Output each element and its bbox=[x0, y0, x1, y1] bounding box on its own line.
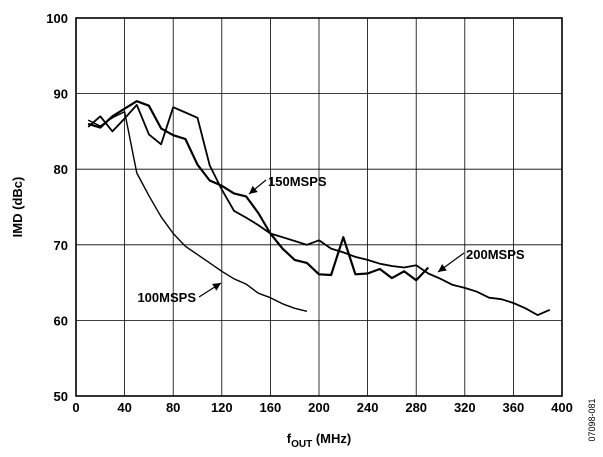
y-tick-label: 50 bbox=[54, 389, 68, 404]
x-tick-label: 280 bbox=[405, 400, 427, 415]
x-axis-title: fOUT (MHz) bbox=[287, 431, 351, 450]
series-layer bbox=[87, 100, 551, 317]
y-tick-label: 90 bbox=[54, 87, 68, 102]
y-axis-title: IMD (dBc) bbox=[10, 177, 25, 238]
x-tick-label: 360 bbox=[503, 400, 525, 415]
annotation-label: 200MSPS bbox=[466, 247, 525, 262]
x-tick-label: 120 bbox=[211, 400, 233, 415]
x-tick-label: 400 bbox=[551, 400, 573, 415]
plot-frame bbox=[75, 17, 563, 397]
x-tick-label: 40 bbox=[117, 400, 131, 415]
y-tick-label: 60 bbox=[54, 313, 68, 328]
y-tick-label: 100 bbox=[46, 11, 68, 26]
x-tick-label: 200 bbox=[308, 400, 330, 415]
x-axis-title-main: f bbox=[287, 431, 292, 446]
x-tick-label: 320 bbox=[454, 400, 476, 415]
y-tick-label: 70 bbox=[54, 238, 68, 253]
x-axis-title-subscript: OUT bbox=[291, 439, 312, 450]
x-tick-label: 160 bbox=[260, 400, 282, 415]
series-line-200msps bbox=[87, 104, 551, 317]
series-line-100msps bbox=[87, 110, 308, 312]
x-tick-label: 80 bbox=[166, 400, 180, 415]
series-annotations: 150MSPS 200MSPS 100MSPS bbox=[137, 174, 524, 305]
figure-id: 07098-081 bbox=[587, 398, 597, 441]
annotation-arrowhead bbox=[438, 264, 447, 272]
annotation-label: 100MSPS bbox=[137, 290, 196, 305]
annotation-arrowhead bbox=[249, 185, 258, 194]
y-tick-labels: 50 60 70 80 90 100 bbox=[46, 11, 68, 404]
annotation-label: 150MSPS bbox=[268, 174, 327, 189]
annotation-arrowhead bbox=[212, 283, 221, 291]
y-tick-label: 80 bbox=[54, 162, 68, 177]
x-axis-title-unit: (MHz) bbox=[312, 431, 351, 446]
grid bbox=[76, 18, 562, 396]
x-tick-labels: 0 40 80 120 160 200 240 280 320 360 400 bbox=[72, 400, 572, 415]
series-line-150msps bbox=[87, 100, 430, 282]
x-tick-label: 0 bbox=[72, 400, 79, 415]
x-tick-label: 240 bbox=[357, 400, 379, 415]
